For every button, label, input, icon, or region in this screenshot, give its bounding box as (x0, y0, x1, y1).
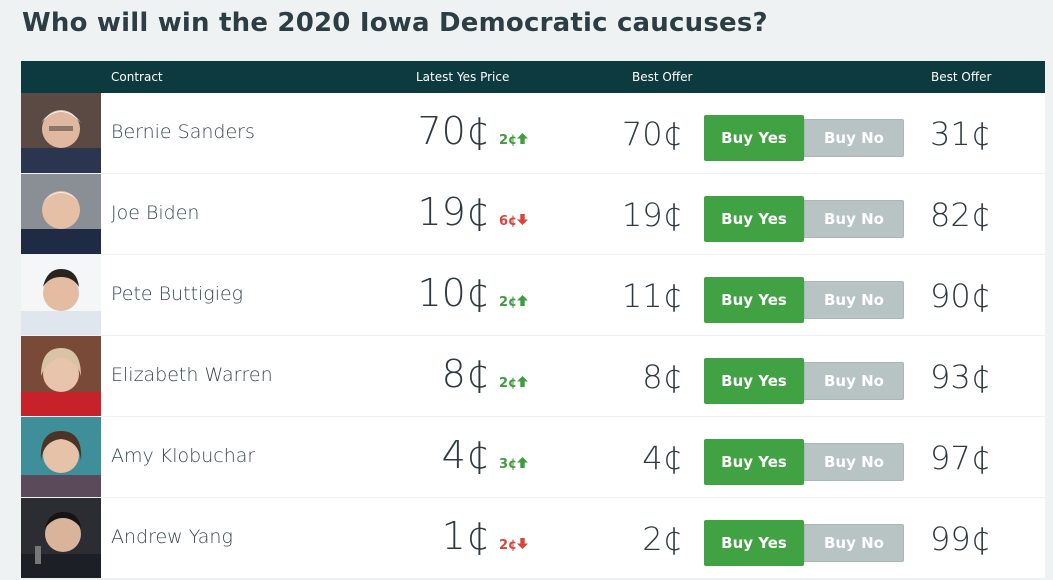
latest-yes-price: 10¢ (417, 271, 490, 315)
price-change-value: 2¢ (499, 133, 518, 148)
header-best-offer-no: Best Offer (931, 70, 992, 84)
buy-yes-button[interactable]: Buy Yes (704, 115, 804, 161)
header-best-offer-yes: Best Offer (632, 70, 693, 84)
latest-yes-price: 1¢ (441, 514, 490, 558)
page-title: Who will win the 2020 Iowa Democratic ca… (22, 8, 768, 38)
best-offer-yes: 4¢ (642, 439, 683, 477)
contract-row: Bernie Sanders 70¢ 2¢ 70¢ Buy Yes Buy No… (21, 93, 1045, 174)
buy-yes-button[interactable]: Buy Yes (704, 277, 804, 323)
best-offer-no: 31¢ (930, 115, 992, 153)
contract-name[interactable]: Pete Buttigieg (111, 283, 244, 305)
buy-no-button[interactable]: Buy No (804, 362, 904, 400)
price-change: 6¢ (499, 214, 529, 229)
buy-yes-button[interactable]: Buy Yes (704, 358, 804, 404)
price-change-value: 2¢ (499, 295, 518, 310)
best-offer-yes: 11¢ (621, 277, 683, 315)
arrow-up-icon (517, 376, 529, 387)
arrow-up-icon (517, 457, 529, 468)
best-offer-yes: 19¢ (621, 196, 683, 234)
contract-row: Amy Klobuchar 4¢ 3¢ 4¢ Buy Yes Buy No 97… (21, 417, 1045, 498)
arrow-down-icon (517, 538, 529, 549)
price-change: 2¢ (499, 376, 529, 391)
best-offer-no: 82¢ (930, 196, 992, 234)
contract-name[interactable]: Amy Klobuchar (111, 445, 256, 467)
market-table: Contract Latest Yes Price Best Offer Bes… (21, 61, 1045, 579)
latest-yes-price: 70¢ (417, 109, 490, 153)
table-header: Contract Latest Yes Price Best Offer Bes… (21, 61, 1045, 93)
avatar (21, 336, 101, 416)
arrow-down-icon (517, 214, 529, 225)
avatar (21, 498, 101, 578)
buy-yes-button[interactable]: Buy Yes (704, 439, 804, 485)
best-offer-yes: 2¢ (642, 520, 683, 558)
contract-row: Elizabeth Warren 8¢ 2¢ 8¢ Buy Yes Buy No… (21, 336, 1045, 417)
avatar (21, 417, 101, 497)
contract-name[interactable]: Bernie Sanders (111, 121, 255, 143)
best-offer-no: 97¢ (930, 439, 992, 477)
best-offer-no: 90¢ (930, 277, 992, 315)
arrow-up-icon (517, 295, 529, 306)
buy-no-button[interactable]: Buy No (804, 443, 904, 481)
contract-row: Andrew Yang 1¢ 2¢ 2¢ Buy Yes Buy No 99¢ (21, 498, 1045, 579)
best-offer-yes: 8¢ (642, 358, 683, 396)
avatar (21, 174, 101, 254)
best-offer-yes: 70¢ (621, 115, 683, 153)
price-change-value: 3¢ (499, 457, 518, 472)
best-offer-no: 99¢ (930, 520, 992, 558)
price-change-value: 2¢ (499, 376, 518, 391)
latest-yes-price: 8¢ (441, 352, 490, 396)
buy-no-button[interactable]: Buy No (804, 281, 904, 319)
latest-yes-price: 19¢ (417, 190, 490, 234)
contract-name[interactable]: Andrew Yang (111, 526, 233, 548)
arrow-up-icon (517, 133, 529, 144)
price-change: 2¢ (499, 538, 529, 553)
contract-row: Pete Buttigieg 10¢ 2¢ 11¢ Buy Yes Buy No… (21, 255, 1045, 336)
best-offer-no: 93¢ (930, 358, 992, 396)
buy-no-button[interactable]: Buy No (804, 524, 904, 562)
header-latest-yes-price: Latest Yes Price (416, 70, 510, 84)
latest-yes-price: 4¢ (441, 433, 490, 477)
price-change-value: 6¢ (499, 214, 518, 229)
header-contract: Contract (111, 70, 163, 84)
avatar (21, 255, 101, 335)
price-change: 3¢ (499, 457, 529, 472)
price-change: 2¢ (499, 295, 529, 310)
price-change-value: 2¢ (499, 538, 518, 553)
avatar (21, 93, 101, 173)
buy-yes-button[interactable]: Buy Yes (704, 520, 804, 566)
buy-yes-button[interactable]: Buy Yes (704, 196, 804, 242)
buy-no-button[interactable]: Buy No (804, 119, 904, 157)
buy-no-button[interactable]: Buy No (804, 200, 904, 238)
contract-row: Joe Biden 19¢ 6¢ 19¢ Buy Yes Buy No 82¢ (21, 174, 1045, 255)
contract-name[interactable]: Elizabeth Warren (111, 364, 273, 386)
price-change: 2¢ (499, 133, 529, 148)
contract-name[interactable]: Joe Biden (111, 202, 200, 224)
